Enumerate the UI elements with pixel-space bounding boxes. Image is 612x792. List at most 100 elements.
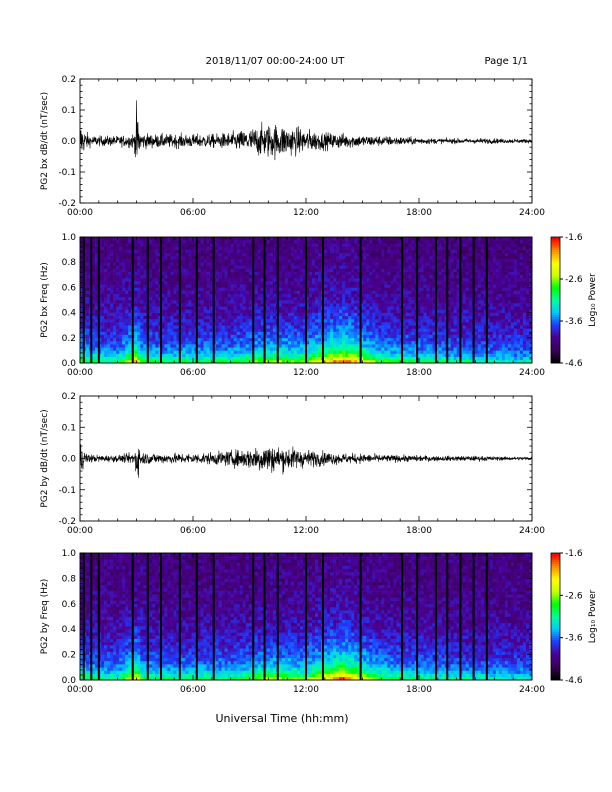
heatmap-cell xyxy=(110,265,114,269)
heatmap-cell xyxy=(417,252,421,257)
heatmap-cell xyxy=(215,344,219,348)
heatmap-cell xyxy=(429,262,433,266)
heatmap-cell xyxy=(420,315,424,320)
heatmap-cell xyxy=(327,322,331,326)
heatmap-cell xyxy=(312,347,316,351)
heatmap-cell xyxy=(312,265,316,269)
heatmap-cell xyxy=(360,277,364,282)
heatmap-cell xyxy=(281,293,286,298)
heatmap-cell xyxy=(257,237,262,241)
heatmap-cell xyxy=(245,334,250,339)
heatmap-cell xyxy=(381,287,385,291)
heatmap-cell xyxy=(224,303,228,307)
heatmap-cell xyxy=(381,293,385,298)
heatmap-cell xyxy=(209,344,213,348)
heatmap-cell xyxy=(104,274,108,279)
heatmap-cell xyxy=(191,347,195,351)
heatmap-cell xyxy=(312,293,316,298)
heatmap-cell xyxy=(140,315,144,320)
heatmap-cell xyxy=(233,328,237,332)
heatmap-cell xyxy=(218,237,222,241)
heatmap-cell xyxy=(206,259,210,263)
heatmap-cell xyxy=(390,322,394,326)
heatmap-cell xyxy=(333,243,337,247)
heatmap-cell xyxy=(134,350,138,354)
heatmap-cell xyxy=(438,306,442,310)
heatmap-cell xyxy=(429,350,433,354)
heatmap-cell xyxy=(429,259,433,263)
heatmap-cell xyxy=(302,300,307,304)
heatmap-cell xyxy=(167,255,171,260)
heatmap-cell xyxy=(239,325,244,329)
heatmap-cell xyxy=(227,249,231,254)
heatmap-cell xyxy=(396,259,400,263)
heatmap-cell xyxy=(378,325,382,329)
y-tick-label: 0.1 xyxy=(62,106,76,116)
heatmap-cell xyxy=(420,290,424,294)
heatmap-cell xyxy=(149,309,153,313)
heatmap-cell xyxy=(224,350,228,354)
heatmap-cell xyxy=(266,309,271,313)
heatmap-cell xyxy=(197,300,201,304)
heatmap-cell xyxy=(278,353,283,357)
heatmap-cell xyxy=(287,337,292,342)
heatmap-cell xyxy=(107,322,111,326)
heatmap-cell xyxy=(218,353,222,357)
heatmap-cell xyxy=(191,328,195,332)
heatmap-cell xyxy=(137,249,141,254)
heatmap-cell xyxy=(366,309,370,313)
heatmap-cell xyxy=(113,293,117,298)
heatmap-cell xyxy=(161,277,165,282)
heatmap-cell xyxy=(384,331,388,335)
heatmap-cell xyxy=(266,240,271,244)
heatmap-cell xyxy=(203,240,207,244)
heatmap-cell xyxy=(432,353,436,357)
heatmap-cell xyxy=(92,274,96,279)
heatmap-cell xyxy=(176,353,180,357)
heatmap-cell xyxy=(215,309,219,313)
heatmap-cell xyxy=(351,312,355,317)
heatmap-cell xyxy=(345,265,349,269)
heatmap-cell xyxy=(420,306,424,310)
heatmap-cell xyxy=(203,237,207,241)
heatmap-cell xyxy=(110,252,114,257)
heatmap-cell xyxy=(339,246,343,250)
heatmap-cell xyxy=(134,306,138,310)
heatmap-cell xyxy=(257,340,262,345)
heatmap-cell xyxy=(330,356,334,361)
heatmap-cell xyxy=(357,240,361,244)
heatmap-cell xyxy=(134,274,138,279)
heatmap-cell xyxy=(432,350,436,354)
heatmap-cell xyxy=(354,293,358,298)
heatmap-cell xyxy=(191,271,195,276)
heatmap-cell xyxy=(315,350,319,354)
heatmap-cell xyxy=(339,347,343,351)
heatmap-cell xyxy=(125,246,129,250)
heatmap-cell xyxy=(306,281,310,285)
heatmap-cell xyxy=(318,334,322,339)
heatmap-cell xyxy=(372,306,376,310)
heatmap-cell xyxy=(116,268,120,272)
heatmap-cell xyxy=(257,249,262,254)
heatmap-cell xyxy=(378,281,382,285)
heatmap-cell xyxy=(354,334,358,339)
heatmap-cell xyxy=(260,318,265,323)
heatmap-cell xyxy=(149,318,153,323)
heatmap-cell xyxy=(342,315,346,320)
heatmap-cell xyxy=(423,356,427,361)
heatmap-cell xyxy=(327,303,331,307)
heatmap-cell xyxy=(248,331,253,335)
heatmap-cell xyxy=(185,318,189,323)
heatmap-cell xyxy=(290,325,295,329)
heatmap-cell xyxy=(438,331,442,335)
heatmap-cell xyxy=(296,281,301,285)
heatmap-cell xyxy=(387,246,391,250)
heatmap-cell xyxy=(245,277,250,282)
heatmap-cell xyxy=(360,306,364,310)
heatmap-cell xyxy=(161,237,165,241)
heatmap-cell xyxy=(128,296,132,301)
heatmap-cell xyxy=(221,318,225,323)
heatmap-cell xyxy=(107,249,111,254)
heatmap-cell xyxy=(387,312,391,317)
heatmap-cell xyxy=(324,293,328,298)
